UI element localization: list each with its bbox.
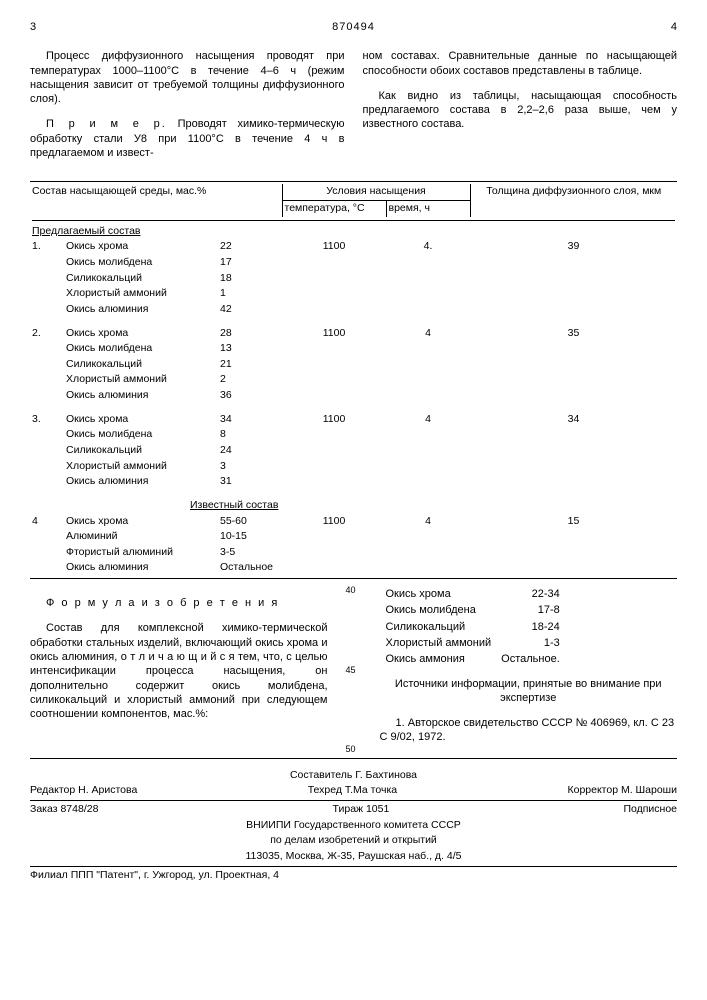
table-row: Окись алюминия42	[30, 302, 677, 318]
formula-text: Состав для комплексной химико-термическо…	[30, 621, 328, 721]
table-row: Окись молибдена13	[30, 341, 677, 357]
footer-editor: Редактор Н. Аристова	[30, 784, 137, 798]
table-row: Окись молибдена8	[30, 427, 677, 443]
footer-rule-1	[30, 758, 677, 759]
footer-org: ВНИИПИ Государственного комитета СССР	[30, 819, 677, 833]
table-row: Окись алюминияОстальное	[30, 560, 677, 576]
footer-editors: Редактор Н. Аристова Техред Т.Ма точка К…	[30, 784, 677, 798]
formula-left: Ф о р м у л а и з о б р е т е н и я Сост…	[30, 585, 328, 756]
formula-title: Ф о р м у л а и з о б р е т е н и я	[30, 596, 328, 610]
table-header-row: Состав насыщающей среды, мас.% Условия н…	[30, 184, 677, 200]
footer-compiler: Составитель Г. Бахтинова	[30, 769, 677, 783]
ln-45: 45	[346, 665, 362, 677]
table-row: Алюминий10-15	[30, 529, 677, 545]
table-row: 3.Окись хрома341100434	[30, 412, 677, 428]
ln-50: 50	[346, 744, 362, 756]
th-time: время, ч	[386, 201, 470, 217]
sources-title: Источники информации, принятые во вниман…	[380, 677, 678, 706]
para-r2: Как видно из таблицы, насыщающая способн…	[363, 89, 678, 132]
table-row: Окись алюминия31	[30, 474, 677, 490]
para-l2: П р и м е р. Проводят химико-термическую…	[30, 117, 345, 160]
table-row: Хлористый аммоний1	[30, 286, 677, 302]
comp-row: Окись аммонияОстальное.	[382, 652, 564, 666]
table-row: 2.Окись хрома281100435	[30, 326, 677, 342]
composition-table: Окись хрома22-34 Окись молибдена17-8 Силик…	[380, 585, 566, 668]
ln-40: 40	[346, 585, 362, 597]
page-header: 3 870494 4	[30, 20, 677, 34]
table-row: Окись алюминия36	[30, 388, 677, 404]
table-bottom-rule	[30, 578, 677, 579]
formula-section: Ф о р м у л а и з о б р е т е н и я Сост…	[30, 585, 677, 756]
para-l1: Процесс диффузионного насыщения проводят…	[30, 49, 345, 106]
section-known: Известный состав	[30, 498, 677, 514]
footer-branch: Филиал ППП "Патент", г. Ужгород, ул. Про…	[30, 869, 677, 883]
table-row: Силикокальций21	[30, 357, 677, 373]
table-top-rule	[30, 181, 677, 182]
table-row: Окись молибдена17	[30, 255, 677, 271]
footer: Составитель Г. Бахтинова Редактор Н. Ари…	[30, 769, 677, 882]
comp-row: Хлористый аммоний1-3	[382, 636, 564, 650]
footer-sub: Подписное	[623, 803, 677, 817]
line-numbers: 40 45 50	[346, 585, 362, 756]
section-proposed: Предлагаемый состав	[30, 224, 677, 240]
th-thickness: Толщина диффузионного слоя, мкм	[470, 184, 677, 200]
table-subheader-row: температура, °С время, ч	[30, 201, 677, 217]
footer-print: Заказ 8748/28 Тираж 1051 Подписное	[30, 803, 677, 817]
footer-tirage: Тираж 1051	[333, 803, 390, 817]
table-row: Силикокальций24	[30, 443, 677, 459]
table-row: Хлористый аммоний3	[30, 459, 677, 475]
doc-number: 870494	[332, 20, 375, 34]
comp-row: Силикокальций18-24	[382, 620, 564, 634]
source-1: 1. Авторское свидетельство СССР № 406969…	[380, 716, 678, 745]
table-row: 1.Окись хрома2211004.39	[30, 239, 677, 255]
footer-techred: Техред Т.Ма точка	[308, 784, 397, 798]
th-composition: Состав насыщающей среды, мас.%	[30, 184, 282, 200]
footer-org2: по делам изобретений и открытий	[30, 834, 677, 848]
col-left: Процесс диффузионного насыщения проводят…	[30, 38, 345, 171]
table-row: Хлористый аммоний2	[30, 372, 677, 388]
data-table: Состав насыщающей среды, мас.% Условия н…	[30, 184, 677, 576]
footer-order: Заказ 8748/28	[30, 803, 98, 817]
formula-right: Окись хрома22-34 Окись молибдена17-8 Силик…	[380, 585, 678, 756]
text-columns: Процесс диффузионного насыщения проводят…	[30, 38, 677, 171]
footer-corrector: Корректор М. Шароши	[567, 784, 677, 798]
th-temp: температура, °С	[282, 201, 386, 217]
comp-row: Окись молибдена17-8	[382, 603, 564, 617]
table-row: 4Окись хрома55-601100415	[30, 514, 677, 530]
comp-row: Окись хрома22-34	[382, 587, 564, 601]
col-right: ном составах. Сравнительные данные по на…	[363, 38, 678, 171]
example-label: П р и м е р.	[46, 118, 167, 130]
page-num-left: 3	[30, 20, 36, 34]
table-row: Фтористый алюминий3-5	[30, 545, 677, 561]
para-r1: ном составах. Сравнительные данные по на…	[363, 49, 678, 78]
page-num-right: 4	[671, 20, 677, 34]
th-conditions: Условия насыщения	[282, 184, 470, 200]
table-row: Силикокальций18	[30, 271, 677, 287]
footer-addr: 113035, Москва, Ж-35, Раушская наб., д. …	[30, 850, 677, 864]
